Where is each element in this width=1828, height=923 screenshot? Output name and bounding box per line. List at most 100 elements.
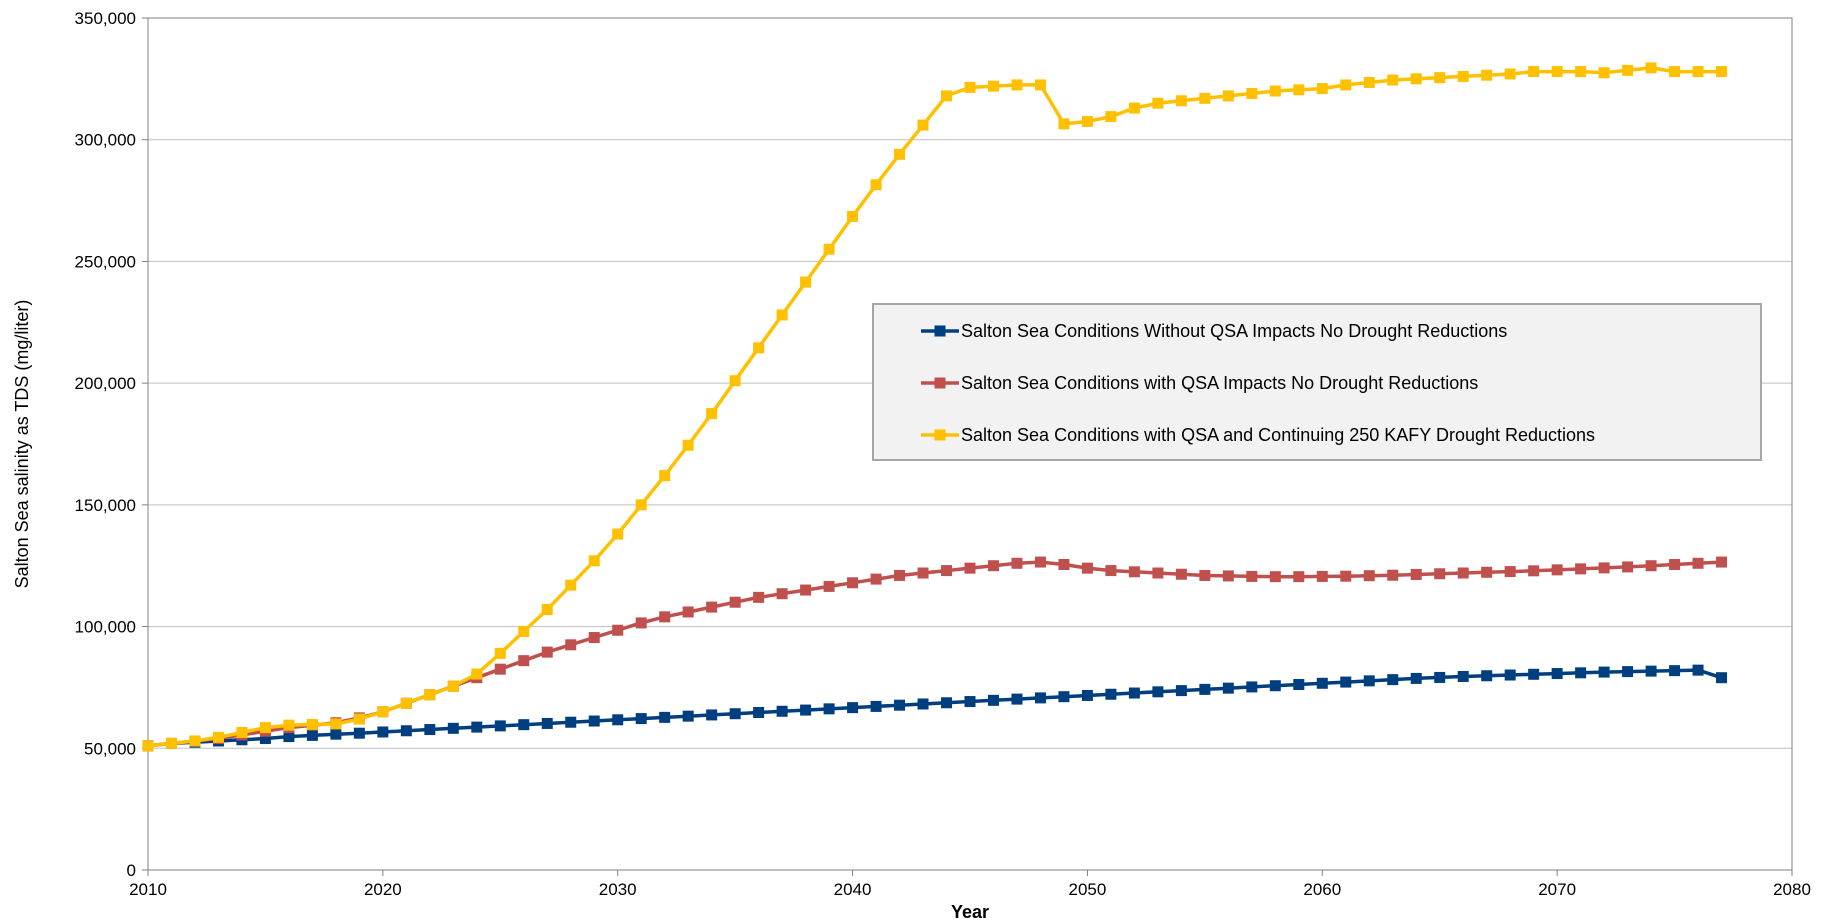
data-point: [706, 709, 718, 721]
data-point: [494, 663, 506, 675]
data-point: [964, 696, 976, 708]
data-point: [1669, 558, 1681, 570]
data-point: [917, 567, 929, 579]
data-point: [753, 342, 765, 354]
data-point: [659, 470, 671, 482]
data-point: [588, 555, 600, 567]
data-point: [987, 560, 999, 572]
data-point: [400, 697, 412, 709]
data-point: [1645, 62, 1657, 74]
data-point: [1669, 665, 1681, 677]
data-point: [1199, 92, 1211, 104]
y-tick-label: 200,000: [75, 374, 136, 393]
data-point: [659, 711, 671, 723]
data-point: [1622, 64, 1634, 76]
series-3: [142, 62, 1728, 752]
data-point: [518, 655, 530, 667]
data-point: [1246, 681, 1258, 693]
data-point: [1152, 686, 1164, 698]
data-point: [1081, 115, 1093, 127]
data-point: [823, 580, 835, 592]
plot-area-frame: [147, 17, 1793, 871]
data-point: [1504, 68, 1516, 80]
data-point: [1152, 97, 1164, 109]
data-point: [1669, 66, 1681, 78]
x-tick-label: 2020: [364, 880, 402, 899]
data-point: [142, 740, 154, 752]
x-tick-label: 2070: [1538, 880, 1576, 899]
data-point: [1363, 570, 1375, 582]
legend-marker-swatch: [934, 429, 946, 441]
data-point: [1504, 669, 1516, 681]
x-tick-label: 2060: [1303, 880, 1341, 899]
data-point: [941, 565, 953, 577]
data-point: [1363, 77, 1375, 89]
legend-marker-swatch: [934, 377, 946, 389]
legend-marker-swatch: [934, 325, 946, 337]
data-point: [1504, 566, 1516, 578]
data-point: [165, 737, 177, 749]
data-point: [518, 719, 530, 731]
data-point: [565, 639, 577, 651]
data-point: [1481, 69, 1493, 81]
data-point: [1011, 79, 1023, 91]
data-point: [1387, 74, 1399, 86]
data-point: [1692, 664, 1704, 676]
data-point: [1410, 672, 1422, 684]
data-point: [565, 579, 577, 591]
data-point: [541, 646, 553, 658]
legend-item: Salton Sea Conditions with QSA and Conti…: [921, 425, 1595, 445]
series-line: [147, 560, 1722, 748]
data-point: [377, 706, 389, 718]
legend: Salton Sea Conditions Without QSA Impact…: [872, 303, 1762, 461]
data-point: [894, 699, 906, 711]
data-point: [1481, 566, 1493, 578]
data-point: [1058, 558, 1070, 570]
y-tick-label: 150,000: [75, 496, 136, 515]
data-point: [306, 718, 318, 730]
data-point: [1387, 674, 1399, 686]
y-tick-label: 0: [127, 861, 136, 880]
data-point: [1410, 568, 1422, 580]
data-point: [1011, 557, 1023, 569]
data-point: [1269, 571, 1281, 583]
data-point: [1316, 677, 1328, 689]
data-point: [987, 80, 999, 92]
data-point: [917, 698, 929, 710]
data-point: [1199, 569, 1211, 581]
data-point: [847, 210, 859, 222]
data-point: [447, 722, 459, 734]
legend-item: Salton Sea Conditions with QSA Impacts N…: [921, 373, 1478, 393]
legend-label: Salton Sea Conditions Without QSA Impact…: [961, 321, 1507, 341]
data-point: [1128, 102, 1140, 114]
data-point: [941, 697, 953, 709]
data-point: [870, 179, 882, 191]
data-point: [1081, 689, 1093, 701]
data-point: [1575, 667, 1587, 679]
data-point: [1175, 95, 1187, 107]
data-point: [1575, 563, 1587, 575]
data-point: [1410, 73, 1422, 85]
data-point: [776, 309, 788, 321]
data-point: [1222, 570, 1234, 582]
data-point: [1622, 666, 1634, 678]
data-point: [964, 562, 976, 574]
data-point: [1481, 670, 1493, 682]
data-point: [1269, 680, 1281, 692]
data-point: [1105, 111, 1117, 123]
data-point: [1175, 568, 1187, 580]
data-point: [1222, 682, 1234, 694]
legend-item: Salton Sea Conditions Without QSA Impact…: [921, 321, 1507, 341]
x-tick-label: 2040: [834, 880, 872, 899]
data-point: [471, 668, 483, 680]
data-point: [1528, 66, 1540, 78]
data-point: [1434, 568, 1446, 580]
data-point: [1175, 685, 1187, 697]
data-point: [659, 611, 671, 623]
data-point: [612, 528, 624, 540]
data-point: [776, 705, 788, 717]
data-point: [612, 624, 624, 636]
data-point: [1575, 66, 1587, 78]
data-point: [1105, 565, 1117, 577]
data-point: [1034, 79, 1046, 91]
